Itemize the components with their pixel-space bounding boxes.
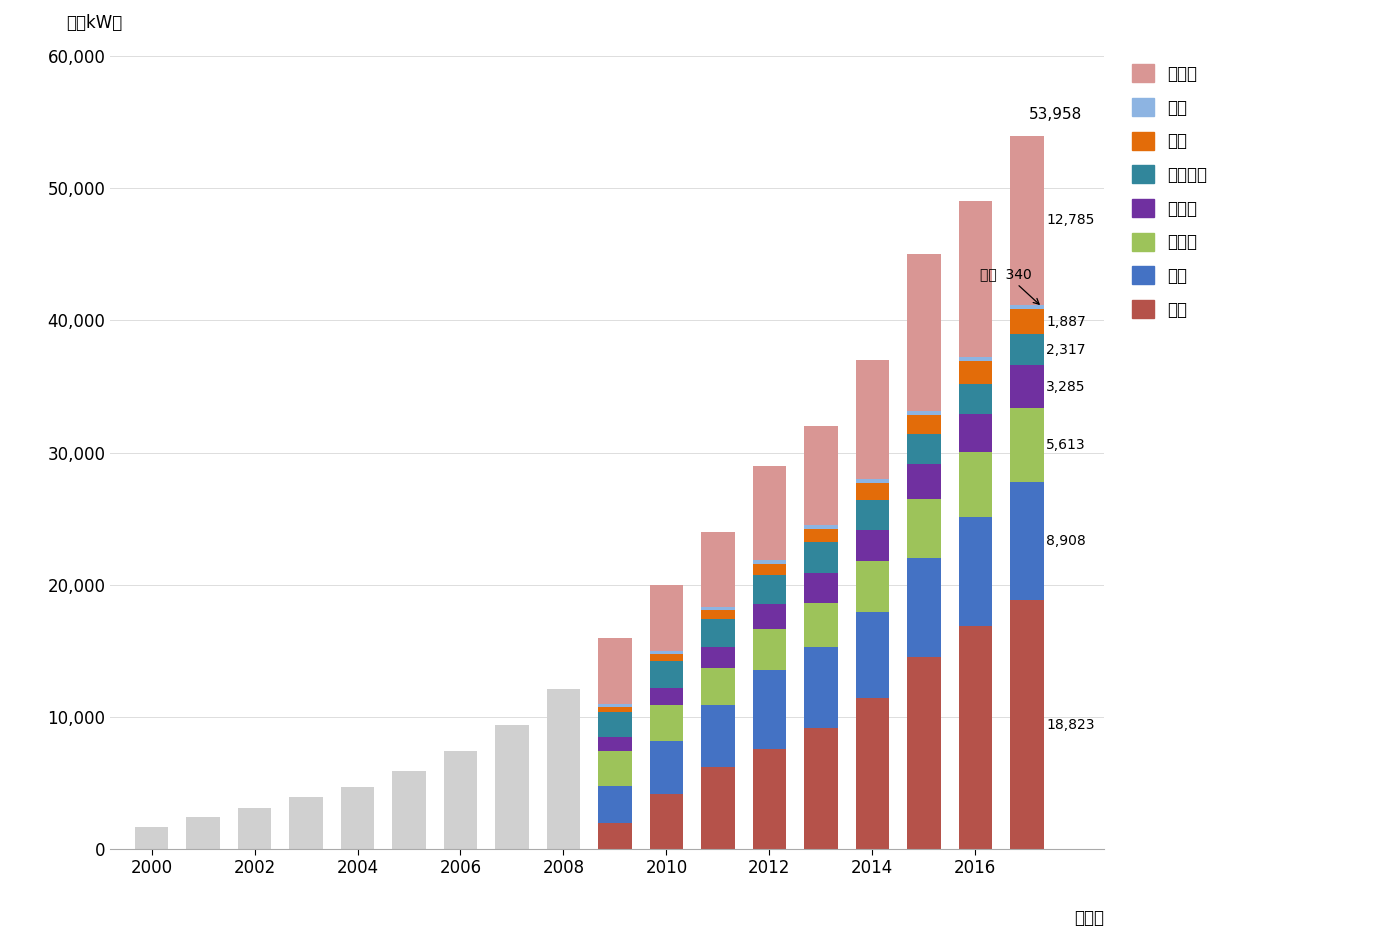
Text: 2,317: 2,317 — [1046, 342, 1086, 356]
Bar — [907, 415, 941, 434]
Bar — [546, 689, 580, 849]
Bar — [1010, 334, 1043, 365]
Bar — [701, 704, 734, 767]
Bar — [805, 728, 838, 849]
Bar — [598, 823, 632, 849]
Bar — [907, 558, 941, 657]
Bar — [752, 749, 787, 849]
Bar — [856, 698, 889, 849]
Bar — [907, 255, 941, 411]
Bar — [650, 650, 683, 654]
Bar — [701, 647, 734, 668]
Bar — [959, 361, 992, 383]
Bar — [237, 808, 272, 849]
Bar — [959, 452, 992, 517]
Text: 53,958: 53,958 — [1029, 107, 1082, 122]
Bar — [856, 480, 889, 483]
Bar — [805, 603, 838, 648]
Bar — [598, 786, 632, 823]
Text: 8,908: 8,908 — [1046, 535, 1086, 549]
Bar — [650, 654, 683, 661]
Bar — [752, 466, 787, 560]
Bar — [290, 798, 323, 849]
Bar — [805, 525, 838, 529]
Bar — [856, 561, 889, 611]
Bar — [959, 383, 992, 414]
Bar — [392, 771, 425, 849]
Bar — [701, 668, 734, 704]
Bar — [1010, 310, 1043, 334]
Bar — [752, 670, 787, 749]
Bar — [701, 620, 734, 647]
Bar — [856, 499, 889, 530]
Bar — [752, 564, 787, 575]
Bar — [135, 827, 168, 849]
Bar — [598, 751, 632, 786]
Text: 12,785: 12,785 — [1046, 214, 1094, 228]
Bar — [959, 626, 992, 849]
Bar — [959, 414, 992, 452]
Bar — [701, 532, 734, 606]
Bar — [805, 573, 838, 603]
Bar — [701, 767, 734, 849]
Bar — [805, 426, 838, 525]
Bar — [907, 434, 941, 465]
Bar — [1010, 409, 1043, 482]
Bar — [907, 499, 941, 558]
Bar — [1010, 482, 1043, 600]
Bar — [1010, 365, 1043, 409]
Bar — [856, 611, 889, 698]
Bar — [1010, 600, 1043, 849]
Legend: その他, 日本, 英国, スペイン, インド, ドイツ, 米国, 中国: その他, 日本, 英国, スペイン, インド, ドイツ, 米国, 中国 — [1132, 64, 1208, 319]
Bar — [959, 202, 992, 357]
Text: （万kW）: （万kW） — [66, 14, 121, 32]
Bar — [598, 712, 632, 737]
Text: 5,613: 5,613 — [1046, 439, 1086, 453]
Bar — [752, 604, 787, 629]
Bar — [650, 741, 683, 793]
Bar — [650, 661, 683, 688]
Bar — [959, 357, 992, 361]
Text: 日本  340: 日本 340 — [980, 267, 1039, 304]
Text: 3,285: 3,285 — [1046, 380, 1086, 394]
Bar — [598, 637, 632, 704]
Text: （年）: （年） — [1074, 909, 1104, 926]
Bar — [701, 606, 734, 610]
Bar — [650, 688, 683, 705]
Text: 1,887: 1,887 — [1046, 314, 1086, 328]
Bar — [856, 483, 889, 499]
Bar — [752, 575, 787, 604]
Bar — [650, 793, 683, 849]
Bar — [598, 704, 632, 707]
Bar — [752, 629, 787, 670]
Text: 18,823: 18,823 — [1046, 717, 1094, 731]
Bar — [1010, 136, 1043, 305]
Bar — [186, 817, 219, 849]
Bar — [1010, 305, 1043, 310]
Bar — [495, 725, 529, 849]
Bar — [598, 707, 632, 712]
Bar — [752, 560, 787, 564]
Bar — [701, 610, 734, 620]
Bar — [650, 585, 683, 650]
Bar — [959, 517, 992, 626]
Bar — [650, 705, 683, 741]
Bar — [907, 465, 941, 499]
Bar — [907, 411, 941, 415]
Bar — [907, 657, 941, 849]
Bar — [444, 751, 477, 849]
Bar — [598, 737, 632, 751]
Bar — [805, 542, 838, 573]
Bar — [341, 787, 374, 849]
Bar — [856, 530, 889, 561]
Bar — [805, 529, 838, 542]
Bar — [805, 648, 838, 728]
Bar — [856, 360, 889, 480]
